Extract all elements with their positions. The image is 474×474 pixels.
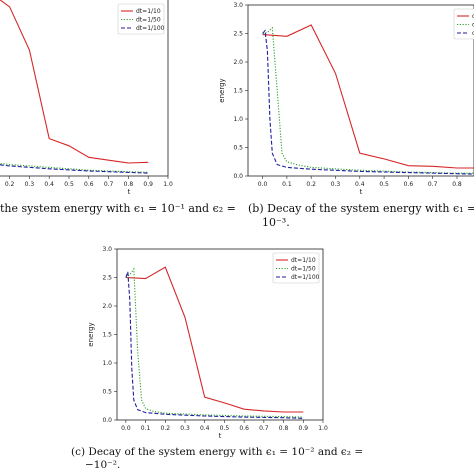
chart-c-ytick-label: 1.5 xyxy=(102,332,112,339)
chart-c-ylabel: energy xyxy=(87,322,95,346)
chart-c-xtick-label: 0.1 xyxy=(141,425,151,432)
chart-a-plot-area xyxy=(0,0,149,174)
chart-a-legend-label-2: dt=1/50 xyxy=(136,17,161,24)
chart-a-series-line-1 xyxy=(0,0,149,164)
chart-c-series-line-3 xyxy=(125,271,304,419)
chart-c-xlabel: t xyxy=(219,432,222,440)
chart-b-ytick-label: 2.0 xyxy=(233,59,243,66)
caption-a-line1: the system energy with ϵ₁ = 10⁻¹ and ϵ₂ … xyxy=(0,202,236,215)
chart-b-xtick-label: 0.2 xyxy=(306,181,316,188)
chart-a-legend-label-1: dt=1/10 xyxy=(136,8,161,15)
chart-a-xtick-label: 0.5 xyxy=(64,181,74,188)
chart-c-series-line-1 xyxy=(125,266,304,413)
chart-a-series-line-3 xyxy=(0,164,149,174)
chart-a-xtick-label: 0.4 xyxy=(44,181,54,188)
chart-c-xtick-label: 0.4 xyxy=(200,425,210,432)
chart-c-legend-label-2: dt=1/50 xyxy=(291,266,316,273)
chart-b-xtick-label: 0.4 xyxy=(355,181,365,188)
chart-a-xtick-label: 0.7 xyxy=(104,181,114,188)
chart-c-series-line-2 xyxy=(125,267,304,418)
chart-b-series-line-1 xyxy=(262,24,474,169)
chart-b-xtick-label: 0.8 xyxy=(452,181,462,188)
chart-b-series-line-2 xyxy=(262,26,474,174)
chart-b: 0.0 0.1 0.2 0.3 0.4 0.5 0.6 0.7 0.8 t 0.0 0.5 1.0 1.5… xyxy=(218,2,474,196)
chart-b-xlabel: t xyxy=(360,188,363,196)
caption-c-line2: −10⁻². xyxy=(85,459,121,471)
chart-b-plot-area xyxy=(262,24,474,175)
chart-b-ytick-label: 1.5 xyxy=(233,88,243,95)
chart-a-xtick-label: 1.0 xyxy=(163,181,173,188)
chart-c-xtick-label: 0.8 xyxy=(279,425,289,432)
caption-b-line2: 10⁻³. xyxy=(262,216,290,229)
chart-a: 0.2 0.3 0.4 0.5 0.6 0.7 0.8 0.9 1.0tdt=1/10dt=1/… xyxy=(0,0,173,196)
chart-b-xtick-label: 0.7 xyxy=(428,181,438,188)
chart-c-xtick-label: 0.5 xyxy=(220,425,230,432)
chart-b-xtick-label: 0.1 xyxy=(282,181,292,188)
chart-b-xtick-label: 0.3 xyxy=(331,181,341,188)
caption-b-line1: (b) Decay of the system energy with ϵ₁ =… xyxy=(248,202,474,215)
caption-b: (b) Decay of the system energy with ϵ₁ =… xyxy=(248,202,474,230)
caption-c: (c) Decay of the system energy with ϵ₁ =… xyxy=(71,446,363,472)
chart-b-ylabel: energy xyxy=(218,78,226,102)
chart-a-xtick-label: 0.3 xyxy=(25,181,35,188)
chart-c-legend-label-3: dt=1/100 xyxy=(291,274,320,281)
chart-c-xtick-label: 0.6 xyxy=(239,425,249,432)
chart-a-xtick-label: 0.6 xyxy=(84,181,94,188)
chart-c-xtick-label: 0.2 xyxy=(161,425,171,432)
chart-b-ytick-label: 0.0 xyxy=(233,173,243,180)
caption-a: the system energy with ϵ₁ = 10⁻¹ and ϵ₂ … xyxy=(0,202,236,215)
chart-a-xtick-label: 0.9 xyxy=(143,181,153,188)
chart-b-legend-label-1: dt=1/10 xyxy=(472,13,474,20)
chart-c-legend-label-1: dt=1/10 xyxy=(291,257,316,264)
chart-b-legend-label-3: dt=1/100 xyxy=(472,30,474,37)
chart-c-ytick-label: 3.0 xyxy=(102,246,112,253)
chart-c-xtick-label: 1.0 xyxy=(318,425,328,432)
chart-c-xtick-label: 0.7 xyxy=(259,425,269,432)
chart-b-ytick-label: 3.0 xyxy=(233,2,243,9)
chart-a-xlabel: t xyxy=(128,188,131,196)
chart-a-xtick-label: 0.2 xyxy=(5,181,15,188)
chart-b-legend-label-2: dt=1/50 xyxy=(472,22,474,29)
chart-b-ytick-label: 0.5 xyxy=(233,145,243,152)
chart-c-xtick-label: 0.3 xyxy=(180,425,190,432)
chart-b-xtick-label: 0.6 xyxy=(404,181,414,188)
chart-b-ytick-label: 1.0 xyxy=(233,116,243,123)
chart-a-xtick-label: 0.8 xyxy=(124,181,134,188)
chart-c-ytick-label: 2.0 xyxy=(102,303,112,310)
chart-c: 0.0 0.1 0.2 0.3 0.4 0.5 0.6 0.7 0.8 0.9 1.0 t 0.0 0.5… xyxy=(87,246,328,440)
chart-b-series-line-3 xyxy=(262,29,474,175)
chart-c-xtick-label: 0.9 xyxy=(299,425,309,432)
chart-c-ytick-label: 1.0 xyxy=(102,360,112,367)
chart-b-xtick-label: 0.0 xyxy=(258,181,268,188)
chart-c-ytick-label: 0.5 xyxy=(102,389,112,396)
chart-c-ytick-label: 0.0 xyxy=(102,417,112,424)
chart-c-ytick-label: 2.5 xyxy=(102,275,112,282)
chart-a-legend-label-3: dt=1/100 xyxy=(136,25,165,32)
chart-c-plot-area xyxy=(125,266,304,419)
caption-c-line1: (c) Decay of the system energy with ϵ₁ =… xyxy=(71,446,364,458)
chart-c-xtick-label: 0.0 xyxy=(121,425,131,432)
chart-b-ytick-label: 2.5 xyxy=(233,31,243,38)
chart-b-xtick-label: 0.5 xyxy=(379,181,389,188)
